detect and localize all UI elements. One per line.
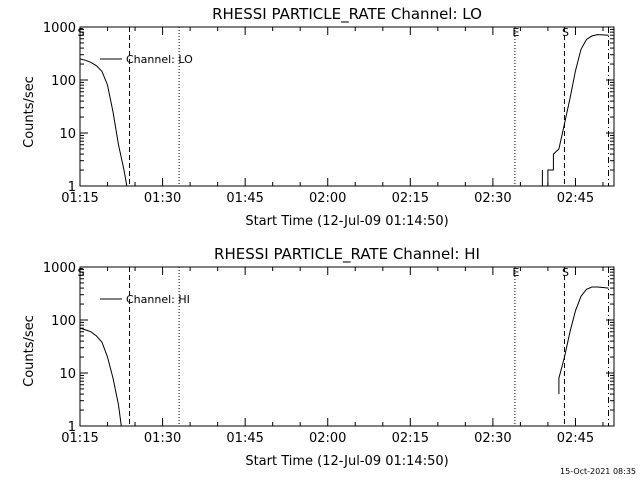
chart-title-hi: RHESSI PARTICLE_RATE Channel: HI	[214, 245, 480, 264]
footer-timestamp: 15-Oct-2021 08:35	[560, 467, 636, 476]
x-tick-label: 01:15	[61, 191, 98, 206]
y-tick-label: 1	[68, 180, 76, 195]
x-tick-label: 01:30	[144, 431, 181, 446]
y-tick-label: 10	[59, 367, 76, 382]
x-tick-label: 01:15	[61, 431, 98, 446]
time-marker-label: E	[512, 26, 519, 39]
y-axis-label-hi: Counts/sec	[22, 315, 37, 387]
series-line	[547, 34, 609, 186]
x-tick-label: 01:30	[144, 191, 181, 206]
x-tick-label: 02:15	[392, 191, 429, 206]
x-tick-label: 01:45	[226, 431, 263, 446]
legend-label: Channel: HI	[126, 293, 190, 306]
x-tick-label: 02:00	[309, 191, 346, 206]
y-tick-label: 1000	[43, 21, 76, 36]
plot-frame	[79, 26, 615, 187]
series-line	[558, 286, 609, 395]
x-tick-label: 02:00	[309, 431, 346, 446]
series-line	[79, 58, 128, 187]
x-axis-label-lo: Start Time (12-Jul-09 01:14:50)	[245, 214, 448, 229]
x-tick-label: 02:45	[557, 191, 594, 206]
y-axis-label-lo: Counts/sec	[22, 76, 37, 148]
chart-title-lo: RHESSI PARTICLE_RATE Channel: LO	[212, 5, 482, 24]
x-tick-label: 01:45	[226, 191, 263, 206]
x-tick-label: 02:15	[392, 431, 429, 446]
x-tick-label: 02:30	[474, 191, 511, 206]
y-tick-label: 100	[51, 314, 76, 329]
series-line	[79, 327, 122, 427]
panel-hi: RHESSI PARTICLE_RATE Channel: HI Counts/…	[22, 245, 615, 469]
time-marker-label: S	[78, 26, 85, 39]
time-marker-label: E	[512, 266, 519, 279]
x-tick-label: 02:45	[557, 431, 594, 446]
plot-area-hi: 01:15 01:30 01:45 02:00 02:15 02:30 02:45 1 10 10…	[43, 261, 615, 446]
time-marker-label: S	[562, 26, 569, 39]
plot-frame	[79, 266, 615, 427]
plot-area-lo: 01:15 01:30 01:45 02:00 02:15 02:30 02:45 1 10 10…	[43, 21, 615, 206]
panel-lo: RHESSI PARTICLE_RATE Channel: LO Counts/…	[22, 5, 615, 229]
legend-label: Channel: LO	[126, 53, 193, 66]
y-tick-label: 10	[59, 127, 76, 142]
time-marker-label: S	[562, 266, 569, 279]
y-tick-label: 1	[68, 420, 76, 435]
y-tick-label: 1000	[43, 261, 76, 276]
time-marker-label: S	[78, 266, 85, 279]
y-tick-label: 100	[51, 74, 76, 89]
x-axis-label-hi: Start Time (12-Jul-09 01:14:50)	[245, 454, 448, 469]
x-tick-label: 02:30	[474, 431, 511, 446]
